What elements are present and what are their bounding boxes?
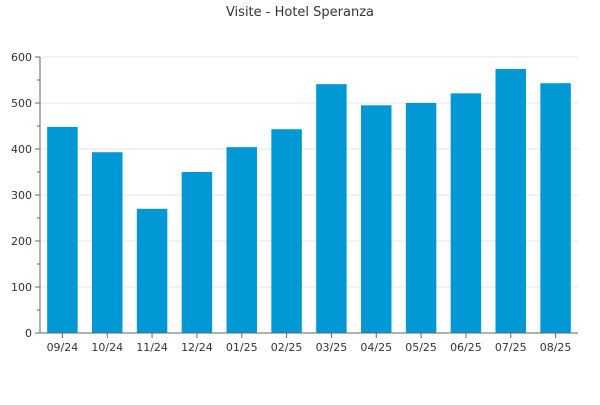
x-tick-label: 07/25 — [495, 341, 527, 354]
x-tick-label: 04/25 — [360, 341, 392, 354]
x-tick-label: 11/24 — [136, 341, 168, 354]
chart-title: Visite - Hotel Speranza — [226, 5, 374, 20]
bar — [495, 68, 526, 334]
x-tick-label: 02/25 — [271, 341, 303, 354]
bar — [181, 172, 213, 333]
x-tick-label: 01/25 — [226, 341, 258, 354]
x-tick-label: 09/24 — [47, 341, 79, 354]
bar — [405, 103, 437, 333]
bar — [47, 126, 78, 333]
x-tick-label: 05/25 — [405, 341, 437, 354]
y-tick-label: 400 — [11, 143, 32, 156]
x-tick-label: 06/25 — [450, 341, 482, 354]
y-tick-label: 600 — [11, 51, 32, 64]
x-tick-labels: 09/24 10/24 11/24 12/24 01/25 02/25 03/25 04/25… — [47, 341, 572, 354]
x-tick-label: 12/24 — [181, 341, 213, 354]
y-tick-label: 100 — [11, 281, 32, 294]
bar — [271, 129, 302, 333]
y-tick-label: 0 — [25, 327, 32, 340]
bar — [316, 84, 347, 333]
bar — [92, 152, 123, 333]
x-tick-label: 03/25 — [316, 341, 348, 354]
bar — [136, 208, 168, 333]
bar — [361, 105, 392, 333]
bars — [47, 68, 571, 334]
y-tick-label: 200 — [11, 235, 32, 248]
bar — [450, 93, 482, 333]
bar — [226, 147, 257, 333]
x-tick-label: 08/25 — [540, 341, 572, 354]
y-tick-labels: 0 100 200 300 400 500 600 — [11, 51, 32, 340]
x-tick-label: 10/24 — [91, 341, 123, 354]
gridlines — [40, 56, 578, 288]
y-tick-label: 500 — [11, 97, 32, 110]
bar — [540, 83, 571, 333]
y-tick-label: 300 — [11, 189, 32, 202]
axes — [35, 56, 578, 338]
